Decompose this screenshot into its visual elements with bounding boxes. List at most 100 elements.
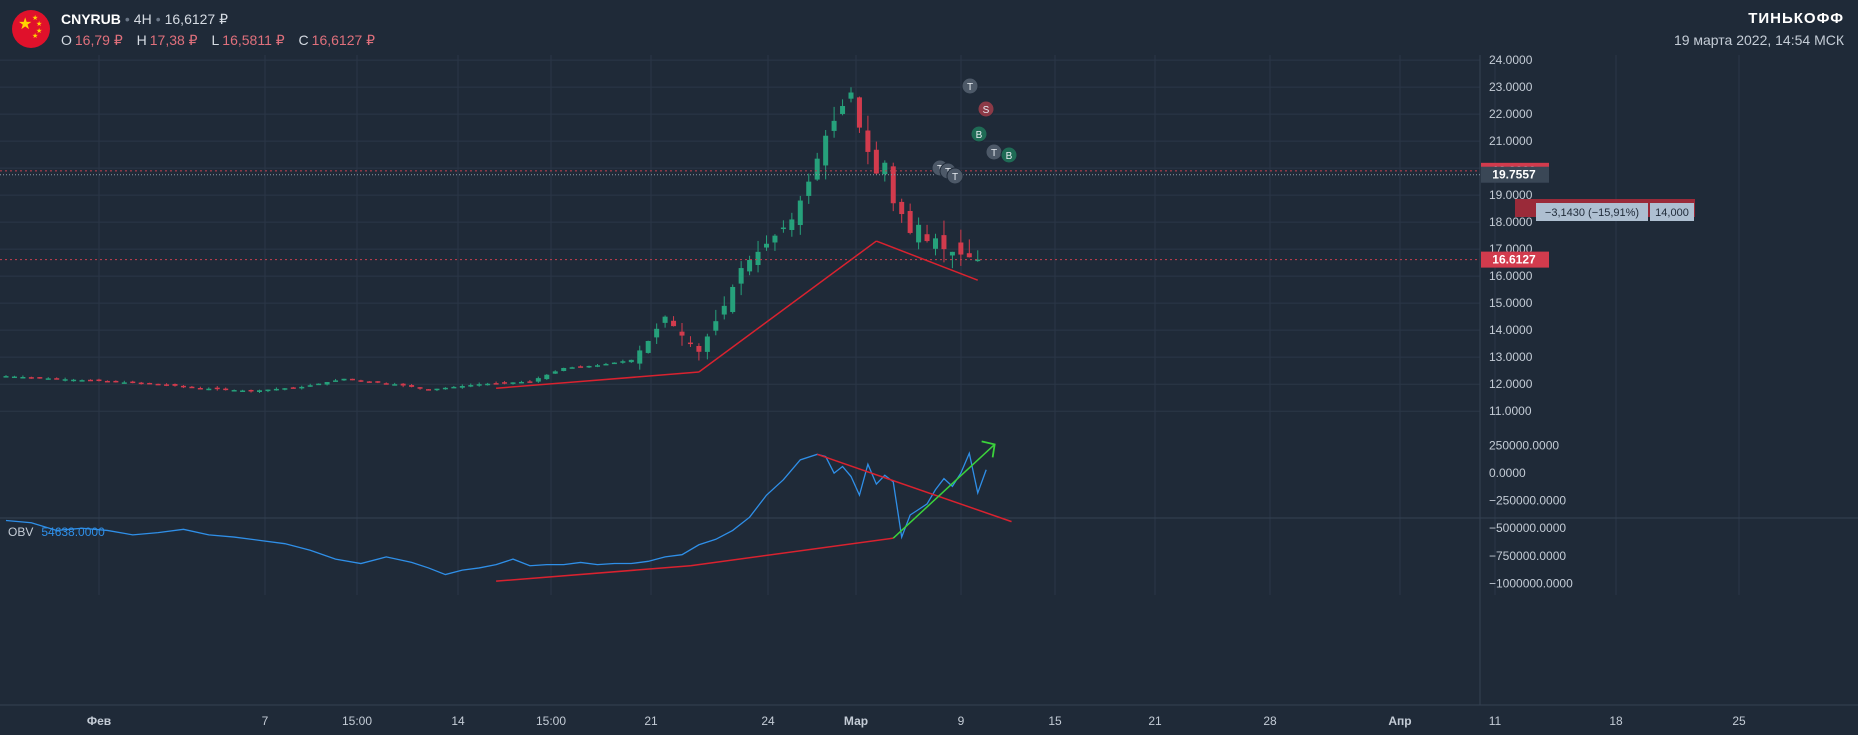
candle-body-45 bbox=[383, 383, 389, 385]
obv-tick-4: −750000.0000 bbox=[1489, 549, 1566, 563]
candle-body-103 bbox=[873, 149, 879, 174]
candle-body-105 bbox=[890, 166, 896, 204]
price-tick-0: 24.0000 bbox=[1489, 53, 1533, 67]
trade-marker-4 bbox=[1000, 146, 1018, 164]
candle-body-3 bbox=[28, 377, 34, 379]
trade-marker-label-7: T bbox=[952, 172, 958, 183]
time-tick-12: Апр bbox=[1388, 714, 1411, 728]
candle-body-15 bbox=[130, 381, 136, 384]
high-value: 17,38 ₽ bbox=[149, 32, 198, 48]
candle-body-109 bbox=[924, 234, 930, 242]
candle-body-31 bbox=[265, 389, 271, 392]
candle-body-35 bbox=[299, 386, 305, 389]
time-tick-7: Мар bbox=[844, 714, 868, 728]
price-label-box-1 bbox=[1481, 166, 1549, 183]
candle-body-82 bbox=[696, 345, 702, 352]
open-value: 16,79 ₽ bbox=[74, 32, 123, 48]
candle-body-101 bbox=[856, 97, 862, 128]
candle-body-54 bbox=[459, 385, 465, 388]
trade-marker-label-4: B bbox=[1006, 151, 1013, 162]
price-trendline-1 bbox=[698, 240, 877, 373]
candle-body-2 bbox=[20, 376, 26, 379]
candle-body-110 bbox=[933, 238, 938, 249]
price-tick-5: 19.0000 bbox=[1489, 188, 1533, 202]
candle-body-9 bbox=[79, 380, 85, 382]
price-label-1: 19.7557 bbox=[1492, 168, 1536, 182]
price-tick-12: 12.0000 bbox=[1489, 377, 1533, 391]
candle-body-102 bbox=[865, 130, 871, 152]
candle-body-33 bbox=[282, 388, 288, 390]
trade-marker-label-2: B bbox=[976, 130, 983, 141]
candle-body-48 bbox=[409, 385, 415, 387]
candle-body-73 bbox=[620, 361, 626, 363]
obv-tick-1: 0.0000 bbox=[1489, 466, 1526, 480]
candle-body-79 bbox=[671, 320, 677, 327]
candle-body-106 bbox=[899, 201, 905, 215]
candle-body-16 bbox=[138, 382, 144, 385]
candle-body-113 bbox=[958, 242, 964, 255]
time-tick-1: 7 bbox=[262, 714, 269, 728]
time-tick-6: 24 bbox=[761, 714, 775, 728]
candle-body-38 bbox=[324, 382, 330, 385]
candle-body-59 bbox=[502, 382, 508, 384]
candle-body-56 bbox=[476, 384, 482, 386]
time-tick-4: 15:00 bbox=[536, 714, 566, 728]
candle-body-62 bbox=[527, 381, 533, 383]
candle-body-75 bbox=[637, 350, 643, 364]
candle-body-19 bbox=[164, 384, 170, 386]
candle-body-34 bbox=[290, 387, 296, 389]
candle-body-24 bbox=[206, 388, 212, 391]
candle-body-32 bbox=[273, 388, 279, 391]
candle-body-100 bbox=[848, 92, 854, 99]
candle-body-14 bbox=[121, 382, 127, 384]
candle-body-43 bbox=[366, 381, 372, 383]
candle-body-55 bbox=[468, 385, 474, 387]
candle-body-11 bbox=[96, 379, 102, 382]
candle-body-114 bbox=[966, 253, 972, 258]
trade-marker-label-1: S bbox=[983, 105, 990, 116]
candle-body-94 bbox=[797, 200, 803, 226]
close-value: 16,6127 ₽ bbox=[311, 32, 376, 48]
candle-body-17 bbox=[147, 382, 153, 385]
candle-body-21 bbox=[180, 385, 186, 388]
candle-body-68 bbox=[578, 366, 584, 368]
obv-value: 54638.0000 bbox=[41, 525, 105, 539]
price-trendline-0 bbox=[496, 371, 699, 389]
candle-body-40 bbox=[341, 378, 347, 381]
candle-body-69 bbox=[586, 365, 592, 368]
candle-body-25 bbox=[214, 387, 220, 390]
candle-body-104 bbox=[882, 162, 888, 175]
candle-body-108 bbox=[916, 224, 922, 243]
candle-body-111 bbox=[941, 235, 947, 250]
candle-body-115 bbox=[975, 259, 981, 262]
candle-body-71 bbox=[603, 363, 609, 366]
candle-body-42 bbox=[358, 380, 364, 382]
candle-body-8 bbox=[71, 379, 77, 382]
symbol-line[interactable]: CNYRUB • 4H • 16,6127 ₽ bbox=[61, 11, 229, 27]
candle-body-83 bbox=[704, 336, 710, 352]
trade-marker-0 bbox=[961, 77, 979, 95]
candle-body-46 bbox=[392, 384, 398, 386]
candle-body-29 bbox=[248, 389, 254, 392]
interval-label[interactable]: 4H bbox=[133, 11, 152, 27]
candle-body-81 bbox=[687, 342, 693, 345]
candle-body-41 bbox=[349, 378, 355, 381]
candle-body-0 bbox=[3, 376, 9, 378]
price-tick-11: 13.0000 bbox=[1489, 350, 1533, 364]
candle-body-77 bbox=[654, 328, 660, 338]
candle-body-37 bbox=[316, 383, 322, 386]
price-tick-13: 11.0000 bbox=[1489, 404, 1532, 418]
candle-body-72 bbox=[611, 362, 617, 365]
price-label-2: 16.6127 bbox=[1492, 253, 1536, 267]
brand-logo: ТИНЬКОФФ bbox=[1748, 10, 1844, 27]
price-tick-8: 16.0000 bbox=[1489, 269, 1533, 283]
measure-label-box bbox=[1536, 203, 1648, 221]
measure-label: −3,1430 (−15,91%) bbox=[1545, 207, 1639, 219]
candle-body-78 bbox=[662, 316, 668, 323]
obv-trendline-upper bbox=[816, 453, 1012, 523]
obv-trendline-green bbox=[892, 443, 996, 539]
candle-body-12 bbox=[104, 380, 110, 383]
measure-count: 14,000 bbox=[1655, 207, 1689, 219]
candle-body-97 bbox=[823, 135, 829, 166]
